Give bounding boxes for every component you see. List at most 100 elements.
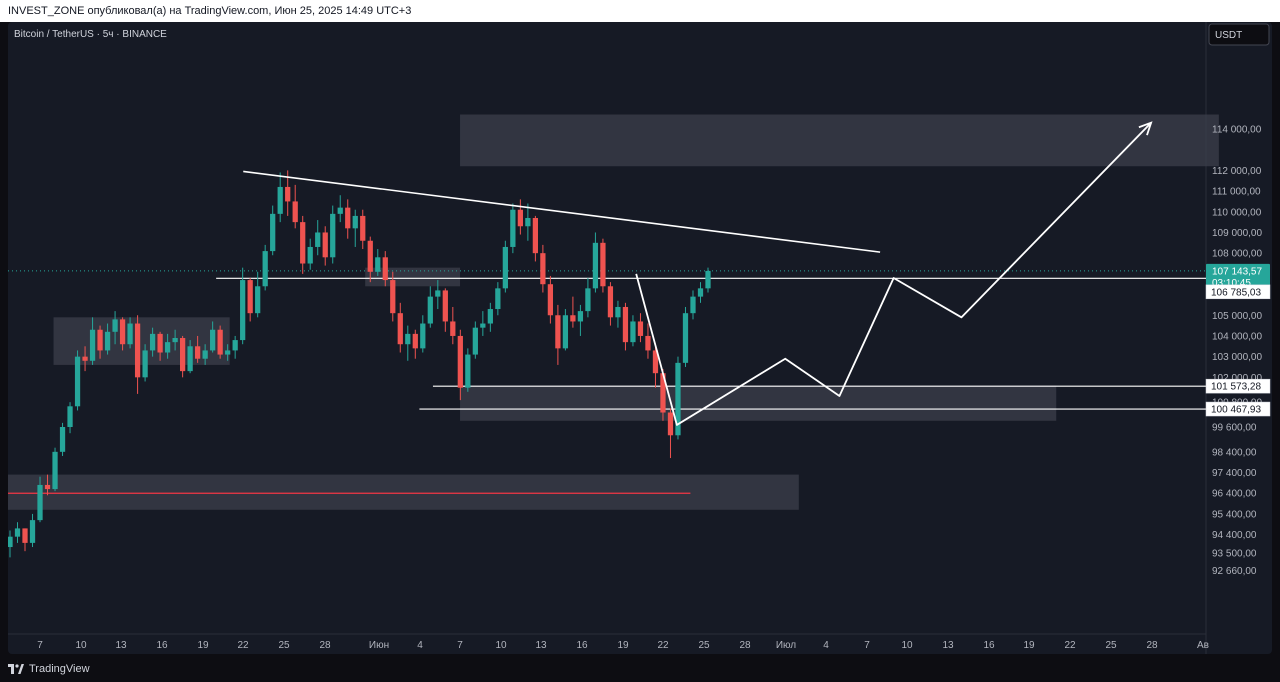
projection-path[interactable] xyxy=(635,122,1152,426)
candle xyxy=(164,333,171,359)
candle-body xyxy=(210,329,216,351)
candle-body xyxy=(247,280,253,314)
candle-body xyxy=(457,335,463,388)
candle xyxy=(502,240,508,293)
candle-body xyxy=(330,213,336,258)
candle-body xyxy=(22,528,28,543)
candle-body xyxy=(435,290,441,297)
candle-body xyxy=(225,350,231,355)
candle xyxy=(367,236,373,283)
candle-body xyxy=(510,209,516,247)
candle-body xyxy=(217,329,223,355)
candle-body xyxy=(97,329,103,351)
candle-body xyxy=(202,350,208,359)
candle xyxy=(240,267,246,345)
candle-body xyxy=(307,246,313,264)
candle-body xyxy=(352,215,358,229)
footer-bar xyxy=(0,656,1280,682)
candle-body xyxy=(187,346,193,372)
candle xyxy=(225,344,231,361)
symbol-title: Bitcoin / TetherUS · 5ч · BINANCE xyxy=(14,29,167,40)
time-tick-label: 4 xyxy=(417,640,423,651)
time-tick-label: 16 xyxy=(983,640,995,651)
candle xyxy=(22,528,28,552)
candle-body xyxy=(172,338,178,343)
candle xyxy=(104,323,111,355)
candle-body xyxy=(232,340,238,351)
candle xyxy=(127,317,133,349)
candle-body xyxy=(59,427,66,452)
candle xyxy=(44,474,51,496)
tradingview-logo-icon xyxy=(8,664,24,674)
currency-button[interactable]: USDT xyxy=(1208,23,1270,46)
level-label-value: 101 573,28 xyxy=(1211,382,1261,393)
level-label-1: 106 785,03 xyxy=(1205,284,1271,300)
time-tick-label: 13 xyxy=(115,640,127,651)
candle-body xyxy=(547,284,554,316)
trendline[interactable] xyxy=(243,170,881,253)
currency-button-label[interactable]: USDT xyxy=(1215,30,1242,41)
candle xyxy=(420,315,426,353)
candle xyxy=(667,408,674,459)
candle-body xyxy=(29,520,36,543)
candle-body xyxy=(697,288,704,297)
price-tick-label: 109 000,00 xyxy=(1212,228,1262,239)
price-tick-label: 102 000,00 xyxy=(1212,373,1262,384)
time-tick-label: 7 xyxy=(864,640,870,651)
candle xyxy=(607,282,614,326)
candle xyxy=(217,325,223,359)
time-tick-label: Июн xyxy=(369,640,389,651)
price-chart[interactable]: Bitcoin / TetherUS · 5ч · BINANCE USDT 9… xyxy=(8,22,1272,654)
time-tick-label: 7 xyxy=(457,640,463,651)
candle xyxy=(37,476,43,523)
tradingview-brand: TradingView xyxy=(29,663,90,675)
candle-body xyxy=(540,253,546,285)
candle-body xyxy=(502,246,508,289)
price-tick-label: 108 000,00 xyxy=(1212,249,1262,260)
currency-button-frame[interactable] xyxy=(1208,23,1270,46)
candle xyxy=(330,205,336,264)
candle-body xyxy=(270,213,276,252)
candle xyxy=(427,286,433,328)
candle-body xyxy=(472,327,478,355)
candle-body xyxy=(450,321,456,336)
level-label-2: 101 573,28 xyxy=(1205,378,1271,394)
time-tick-label: 13 xyxy=(942,640,954,651)
time-tick-label: 19 xyxy=(1023,640,1035,651)
candle xyxy=(157,331,163,361)
tradingview-logo[interactable]: TradingView xyxy=(8,662,90,676)
candle-body xyxy=(119,319,126,345)
candle-body xyxy=(300,222,306,264)
time-tick-label: 10 xyxy=(495,640,507,651)
time-tick-label: 28 xyxy=(319,640,331,651)
candle-body xyxy=(315,232,321,247)
candle xyxy=(345,199,351,239)
candle xyxy=(307,238,313,270)
candle xyxy=(637,313,644,343)
candle xyxy=(622,302,629,351)
candle xyxy=(510,203,516,254)
candle xyxy=(292,184,298,229)
candle-body xyxy=(667,412,674,436)
time-axis[interactable]: 7 10 13 16 19 22 25 28 Июн 4 7 10 13 16 19 22 25 28 Июл 4 7 1… xyxy=(37,640,1209,651)
price-tick-label: 92 660,00 xyxy=(1212,566,1257,577)
time-tick-label: Ав xyxy=(1197,640,1209,651)
candle-body xyxy=(157,333,163,353)
price-tick-label: 105 000,00 xyxy=(1212,311,1262,322)
level-label-3: 100 467,93 xyxy=(1205,401,1271,417)
candle xyxy=(179,335,186,378)
candle xyxy=(149,327,156,357)
candle xyxy=(277,172,283,223)
candle-body xyxy=(480,323,486,328)
candle-body xyxy=(179,338,186,372)
time-tick-label: 16 xyxy=(156,640,168,651)
time-tick-label: 16 xyxy=(576,640,588,651)
candle xyxy=(390,271,396,322)
candle-body xyxy=(164,342,171,353)
candle-body xyxy=(292,201,298,223)
candle-body xyxy=(405,333,411,345)
candle-body xyxy=(465,354,471,388)
candle xyxy=(134,315,141,394)
candle-body xyxy=(570,315,576,322)
candle xyxy=(270,205,276,256)
